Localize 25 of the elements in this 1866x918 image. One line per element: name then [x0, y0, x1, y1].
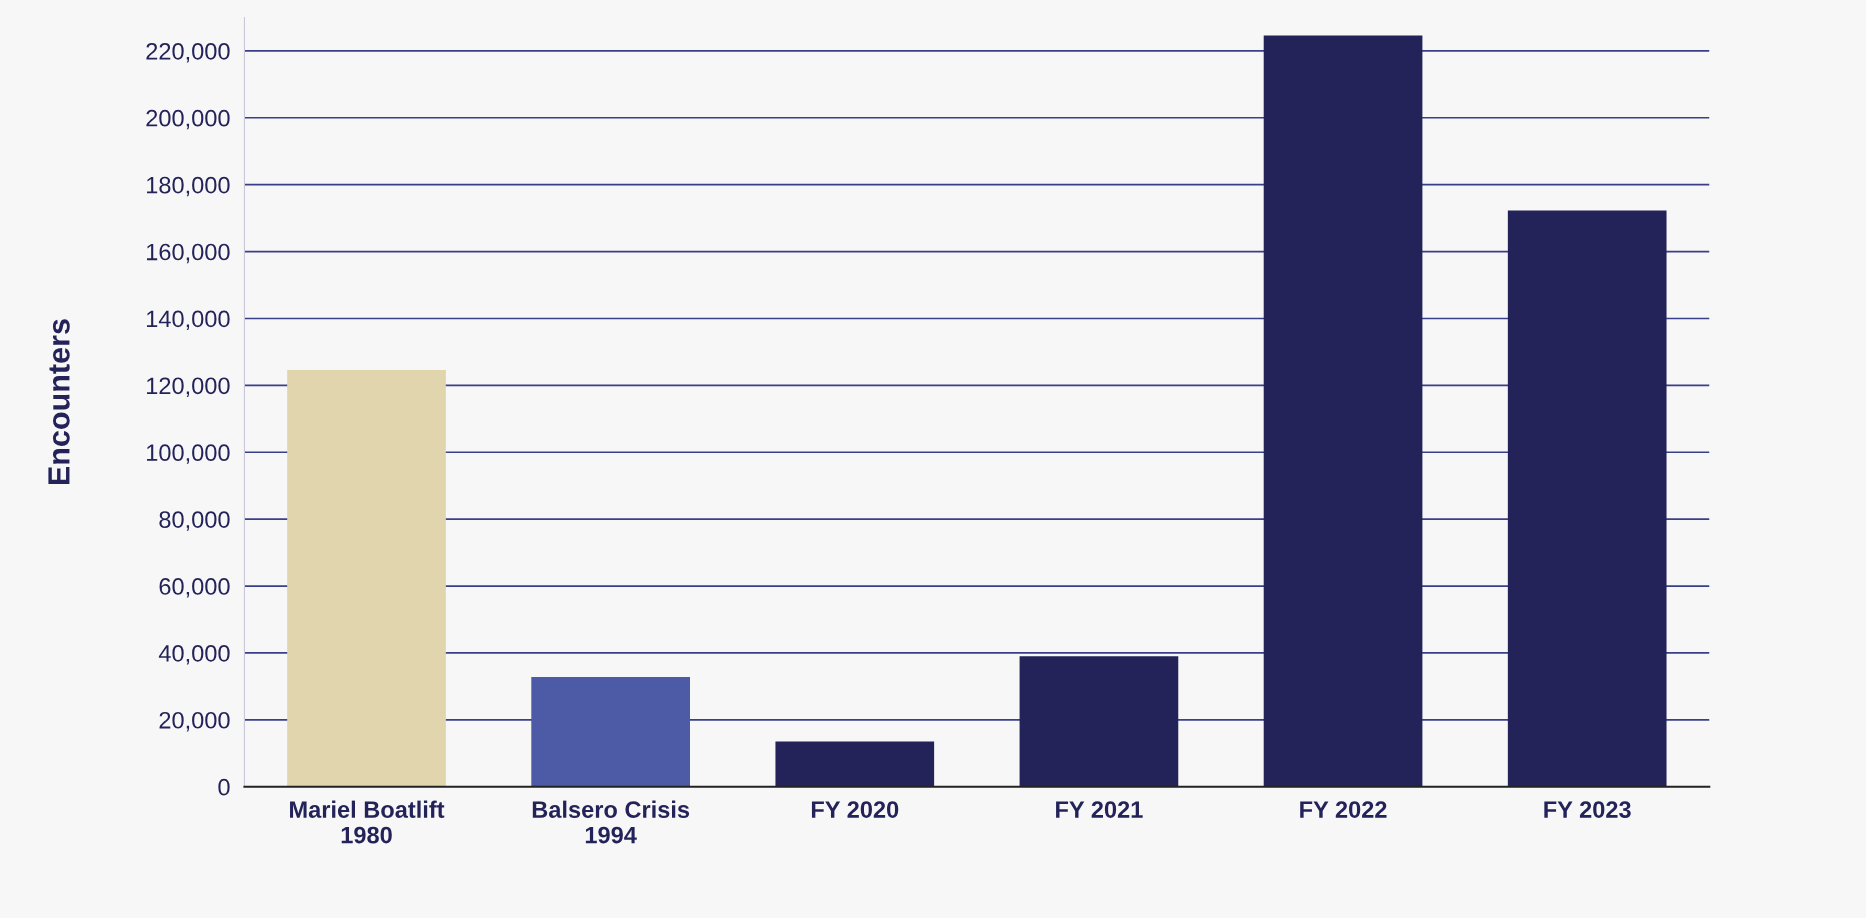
bar	[1019, 656, 1179, 787]
x-tick-label: FY 2021	[1056, 801, 1143, 818]
bar	[1507, 210, 1667, 787]
x-tick-label: FY 2023	[1544, 801, 1631, 818]
y-tick-label: 80,000	[159, 511, 230, 531]
y-tick-label: 200,000	[146, 109, 230, 130]
x-tick-label: Balsero Crisis 1994	[532, 800, 690, 844]
bar	[1263, 35, 1423, 787]
y-tick-label: 140,000	[147, 310, 230, 331]
y-tick-label: 160,000	[147, 243, 230, 264]
x-tick-label: Mariel Boatlift 1980	[290, 800, 445, 844]
y-tick-label: 220,000	[146, 42, 230, 63]
bar	[775, 741, 935, 787]
y-tick-label: 20,000	[159, 711, 230, 732]
y-axis-title: Encounters	[48, 319, 70, 485]
y-tick-label: 100,000	[147, 444, 230, 464]
y-tick-label: 0	[218, 778, 230, 796]
y-tick-label: 60,000	[159, 578, 230, 598]
x-tick-label: FY 2020	[811, 801, 899, 818]
x-tick-label: FY 2022	[1300, 801, 1387, 818]
y-tick-label: 180,000	[147, 176, 230, 197]
bar	[531, 677, 690, 787]
y-tick-label: 40,000	[158, 645, 230, 665]
y-tick-label: 120,000	[147, 377, 230, 397]
bar	[287, 369, 446, 787]
